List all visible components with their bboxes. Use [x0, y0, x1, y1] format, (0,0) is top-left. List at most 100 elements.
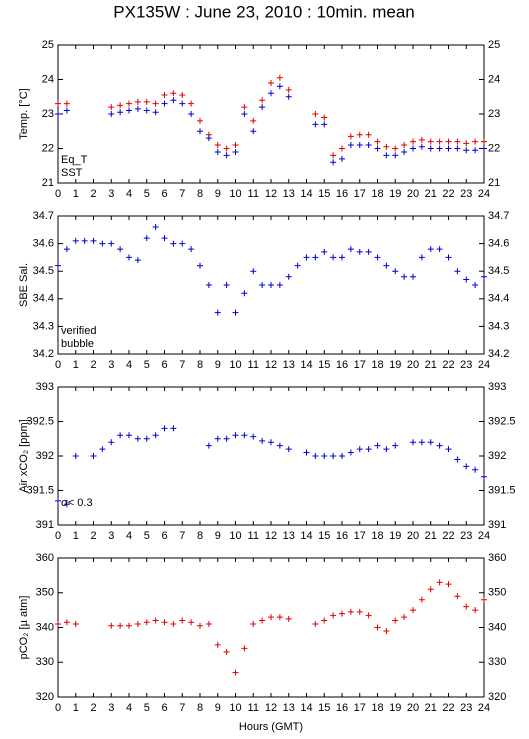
data-point — [454, 268, 461, 275]
y-tick-label-right: 330 — [488, 656, 506, 668]
x-tick-label: 18 — [371, 359, 383, 371]
data-point — [365, 142, 372, 149]
y-tick-label: 330 — [36, 656, 54, 668]
data-point — [55, 497, 61, 504]
x-tick-label: 5 — [144, 702, 150, 714]
x-tick-label: 23 — [460, 530, 472, 542]
x-tick-label: 8 — [197, 530, 203, 542]
data-point — [170, 90, 177, 97]
data-point — [259, 437, 266, 444]
data-point — [276, 442, 283, 449]
x-tick-label: 19 — [389, 702, 401, 714]
data-point — [463, 147, 470, 154]
data-point — [55, 100, 61, 107]
data-point — [268, 282, 274, 288]
data-point — [108, 622, 115, 629]
data-point — [374, 624, 381, 631]
data-point — [481, 138, 487, 145]
y-tick-label: 34.3 — [33, 320, 54, 332]
data-point — [383, 152, 390, 159]
x-tick-label: 21 — [425, 530, 437, 542]
x-tick-label: 8 — [197, 702, 203, 714]
data-point — [126, 100, 132, 107]
data-point — [383, 143, 390, 150]
data-point — [63, 501, 70, 508]
data-point — [436, 579, 443, 586]
data-point — [276, 74, 283, 81]
data-point — [134, 98, 141, 105]
y-tick-label: 24 — [42, 73, 54, 85]
data-point — [117, 622, 124, 629]
data-point — [312, 453, 319, 459]
data-point — [143, 435, 150, 442]
data-point — [205, 282, 212, 288]
x-tick-label: 9 — [215, 359, 221, 371]
data-point — [454, 138, 461, 145]
data-point — [401, 148, 408, 155]
legend-label: bubble — [61, 338, 94, 350]
data-point — [126, 107, 132, 114]
x-tick-label: 18 — [371, 188, 383, 200]
x-tick-label: 2 — [90, 530, 96, 542]
data-point — [134, 257, 141, 264]
y-tick-label: 34.2 — [33, 348, 54, 360]
x-tick-label: 5 — [144, 359, 150, 371]
x-tick-label: 10 — [229, 702, 241, 714]
data-point — [454, 456, 461, 463]
data-point — [463, 603, 470, 610]
data-point — [143, 619, 150, 626]
data-point — [445, 138, 452, 145]
data-point — [161, 425, 168, 432]
x-tick-label: 14 — [300, 359, 312, 371]
data-point — [445, 254, 452, 261]
data-point — [108, 439, 115, 446]
y-tick-label: 34.7 — [33, 210, 54, 222]
data-point — [312, 121, 319, 128]
y-tick-label-right: 392.5 — [488, 415, 516, 427]
y-tick-label: 392 — [36, 450, 54, 462]
data-point — [410, 138, 416, 145]
data-point — [223, 152, 230, 159]
x-tick-label: 7 — [179, 359, 185, 371]
data-point — [90, 237, 97, 244]
data-point — [392, 442, 399, 449]
data-point — [356, 248, 363, 255]
data-point — [285, 615, 292, 622]
plot-frame — [57, 557, 485, 698]
data-point — [392, 617, 399, 624]
data-point — [481, 145, 487, 152]
data-point — [197, 262, 203, 269]
data-point — [63, 107, 70, 114]
data-point — [427, 246, 434, 253]
x-tick-label: 24 — [478, 530, 490, 542]
data-point — [330, 612, 337, 619]
y-axis-label: Temp. [°C] — [18, 88, 30, 139]
data-point — [152, 100, 159, 107]
data-point — [268, 79, 274, 86]
data-point — [117, 432, 124, 439]
x-tick-label: 12 — [265, 188, 277, 200]
data-point — [321, 121, 328, 128]
x-tick-label: 15 — [318, 359, 330, 371]
x-tick-label: 0 — [55, 359, 61, 371]
data-point — [241, 290, 248, 297]
data-point — [161, 619, 168, 626]
y-tick-label: 25 — [42, 39, 54, 51]
x-tick-label: 9 — [215, 188, 221, 200]
data-point — [108, 111, 115, 117]
data-point — [454, 145, 461, 152]
data-point — [330, 152, 337, 159]
data-point — [214, 142, 221, 149]
y-tick-label-right: 22 — [488, 142, 500, 154]
x-tick-label: 18 — [371, 702, 383, 714]
data-point — [223, 145, 230, 152]
y-axis-label: pCO₂ [µ atm] — [18, 596, 30, 660]
data-point — [472, 607, 479, 614]
data-point — [232, 669, 239, 676]
data-point — [170, 425, 177, 432]
x-tick-label: 22 — [442, 188, 454, 200]
data-point — [232, 142, 239, 149]
data-point — [241, 111, 248, 117]
data-point — [134, 621, 141, 628]
